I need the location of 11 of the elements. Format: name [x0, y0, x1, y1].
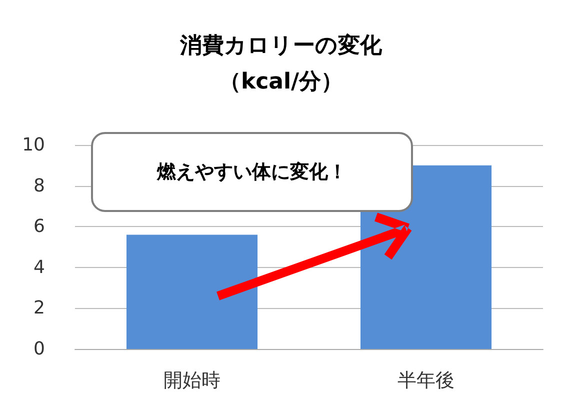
y-tick-label: 2	[34, 298, 45, 319]
chart-title: 消費カロリーの変化	[179, 32, 383, 58]
y-tick-label: 6	[34, 216, 45, 238]
y-tick-label: 0	[34, 338, 45, 360]
x-tick-label: 半年後	[398, 370, 454, 392]
y-tick-label: 8	[34, 175, 45, 196]
y-tick-label: 4	[34, 256, 45, 278]
x-tick-label: 開始時	[164, 370, 220, 392]
chart-subtitle: （kcal/分）	[218, 70, 344, 94]
y-tick-label: 10	[22, 134, 45, 156]
callout-box: 燃えやすい体に変化！	[91, 132, 413, 212]
